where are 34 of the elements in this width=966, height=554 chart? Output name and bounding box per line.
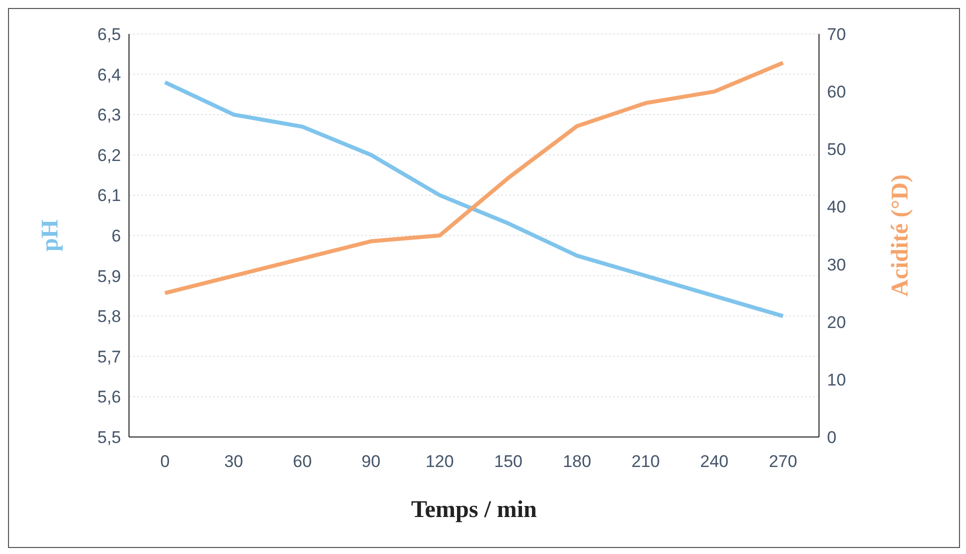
x-tick-label: 30 [224, 452, 244, 472]
x-tick-label: 90 [362, 452, 380, 472]
y2-tick-label: 70 [827, 25, 846, 44]
x-tick-label: 60 [292, 452, 312, 472]
y-tick-label: 5,9 [97, 266, 121, 286]
y-tick-label: 6 [112, 226, 121, 246]
x-tick-label: 240 [700, 452, 729, 472]
y-tick-label: 6,5 [97, 25, 121, 44]
y2-tick-label: 40 [827, 198, 846, 217]
x-tick-label: 210 [631, 452, 660, 472]
y-tick-label: 5,5 [97, 428, 121, 448]
y-tick-label: 6,1 [97, 186, 121, 206]
y2-tick-label: 0 [827, 428, 836, 448]
line-series [163, 80, 785, 318]
line-series [163, 60, 785, 296]
y-tick-label: 6,3 [97, 106, 121, 125]
x-tick-label: 150 [494, 452, 523, 472]
y2-tick-label: 20 [827, 312, 846, 332]
y2-tick-label: 60 [827, 82, 846, 102]
y2-tick-label: 10 [827, 370, 846, 390]
x-tick-label: 270 [768, 452, 798, 472]
y2-tick-label: 50 [827, 140, 846, 160]
y-tick-label: 5,8 [97, 307, 121, 326]
x-tick-label: 120 [425, 452, 454, 472]
y2-axis-title: Acidité (°D) [888, 174, 914, 297]
y-tick-label: 5,7 [97, 347, 121, 366]
y-tick-label: 6,2 [97, 146, 121, 165]
y-tick-label: 6,4 [97, 65, 121, 84]
x-axis-title: Temps / min [411, 497, 537, 523]
x-tick-label: 0 [160, 452, 170, 472]
y-tick-label: 5,6 [97, 388, 121, 407]
y-axis-title: pH [38, 219, 64, 252]
x-tick-label: 180 [562, 452, 592, 472]
y2-tick-label: 30 [827, 255, 846, 274]
